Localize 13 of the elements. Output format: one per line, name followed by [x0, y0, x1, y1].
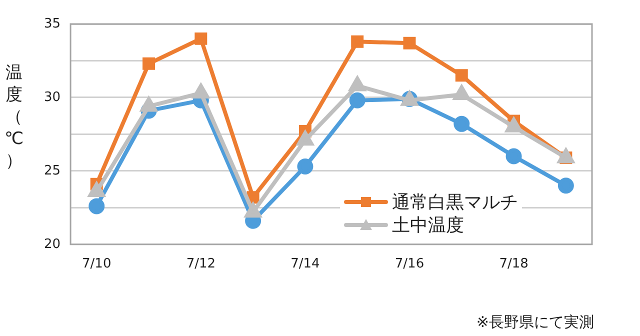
y-axis-title: 温度（℃） — [3, 62, 25, 172]
x-tick-label: 7/16 — [394, 256, 424, 272]
legend-label: 通常白黒マルチ — [392, 190, 518, 214]
y-tick-label: 30 — [44, 90, 61, 105]
legend-label: 土中温度 — [392, 214, 464, 236]
x-tick-label: 7/18 — [499, 256, 528, 272]
y-tick-label: 35 — [44, 16, 61, 32]
x-tick-label: 7/10 — [82, 256, 112, 272]
x-tick-label: 7/14 — [290, 256, 320, 272]
text: ※長野県にて実測 — [476, 313, 594, 332]
y-tick-label: 25 — [44, 163, 61, 178]
x-tick-label: 7/12 — [186, 256, 216, 272]
y-tick-label: 20 — [44, 236, 61, 252]
